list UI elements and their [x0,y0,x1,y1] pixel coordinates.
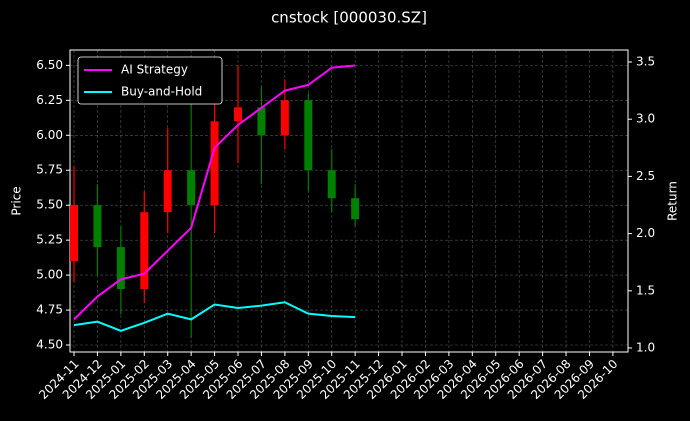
legend-label: AI Strategy [121,63,188,77]
candle-body [187,170,196,206]
y-axis-label: Price [10,186,24,215]
y-tick-label: 5.50 [36,198,63,212]
plot-frame [69,49,629,353]
y-tick-label: 4.50 [36,338,63,352]
candle-body [70,205,78,262]
y2-axis-label: Return [666,181,680,221]
candle-body [234,107,243,122]
y2-tick-label: 3.0 [636,112,655,126]
candle-body [210,121,219,206]
y2-tick-label: 2.5 [636,169,655,183]
y-tick-label: 6.25 [36,93,63,107]
legend-label: Buy-and-Hold [121,85,202,99]
candle-body [280,100,289,136]
candle-body [304,100,313,171]
candle-body [327,170,336,199]
y-tick-label: 4.75 [36,303,63,317]
candle-body [257,107,266,136]
candle-body [351,198,360,220]
candle-body [140,212,149,290]
y2-tick-label: 1.5 [636,283,655,297]
legend-box [77,56,223,105]
chart-title: cnstock [000030.SZ] [271,9,427,27]
y-tick-label: 6.00 [36,128,63,142]
return-line [73,64,356,321]
y2-tick-label: 2.0 [636,226,655,240]
candle-body [93,205,102,248]
candle-body [163,170,172,213]
y-tick-label: 5.75 [36,163,63,177]
y-tick-label: 6.50 [36,58,63,72]
y-tick-label: 5.25 [36,233,63,247]
y2-tick-label: 3.5 [636,55,655,69]
return-line [73,301,356,332]
y2-tick-label: 1.0 [636,340,655,354]
candle-body [116,247,125,290]
y-tick-label: 5.00 [36,268,63,282]
